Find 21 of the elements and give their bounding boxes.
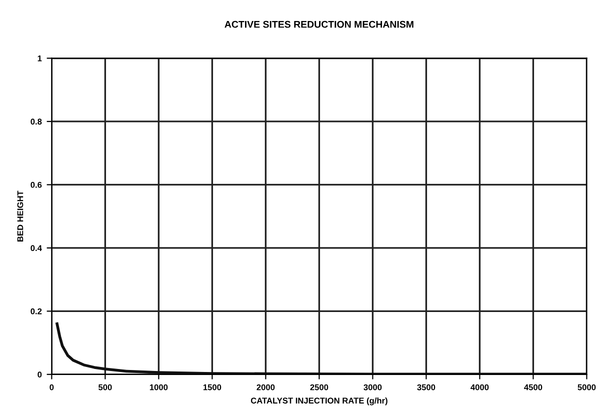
x-tick-label: 0	[50, 384, 54, 390]
x-tick-label: 4000	[470, 384, 489, 390]
x-tick-label: 2000	[256, 384, 275, 390]
x-tick-label: 1000	[150, 384, 168, 390]
y-tick-label: 0	[38, 372, 42, 378]
y-tick-label: 0.8	[30, 118, 42, 125]
x-tick-label: 500	[98, 384, 112, 390]
x-tick-label: 1500	[203, 384, 222, 390]
x-tick-label: 2500	[310, 384, 328, 390]
x-tick-label: 5000	[578, 384, 596, 390]
chart-title: ACTIVE SITES REDUCTION MECHANISM	[224, 20, 414, 28]
line-series	[56, 322, 587, 374]
x-axis-title: CATALYST INJECTION RATE (g/hr)	[250, 397, 388, 406]
y-tick-label: 0.6	[30, 182, 42, 188]
x-tick-label: 3000	[364, 384, 382, 390]
y-axis-title: BED HEIGHT	[17, 190, 24, 242]
y-tick-label: 0.4	[30, 245, 42, 252]
x-tick-label: 3500	[417, 384, 436, 390]
y-tick-label: 1	[38, 56, 42, 62]
y-tick-label: 0.2	[30, 308, 42, 314]
x-tick-label: 4500	[524, 384, 542, 390]
